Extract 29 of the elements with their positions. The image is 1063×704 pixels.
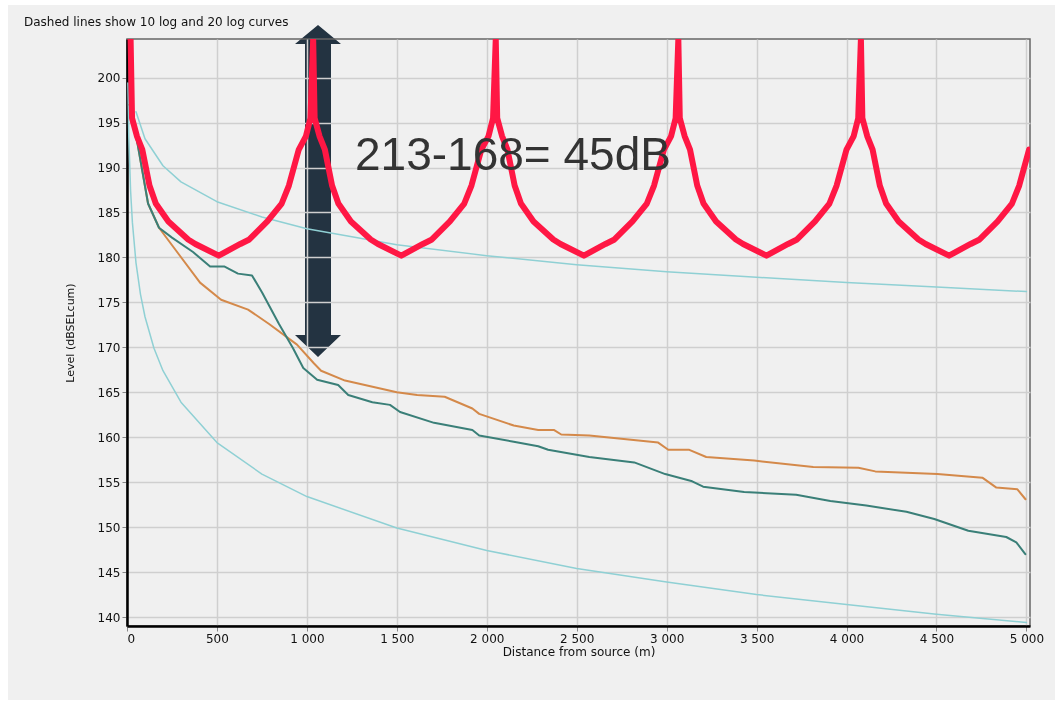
line-series (127, 82, 1028, 624)
x-tick-label: 1 500 (380, 631, 415, 646)
line-series (135, 111, 1028, 293)
y-tick-label: 155 (97, 475, 121, 490)
x-tick-label: 4 500 (919, 631, 955, 646)
y-tick-label: 170 (97, 340, 121, 355)
y-tick-label: 190 (97, 161, 121, 176)
y-tick-label: 140 (97, 610, 121, 625)
y-tick-label: 195 (97, 116, 121, 131)
y-tick-label: 180 (97, 250, 121, 265)
y-tick-label: 175 (97, 295, 121, 310)
y-tick-label: 185 (97, 205, 121, 220)
x-tick-label: 500 (205, 631, 229, 646)
x-tick-label: 0 (127, 631, 136, 646)
y-tick-label: 160 (97, 430, 121, 445)
chart-title: Dashed lines show 10 log and 20 log curves (24, 15, 289, 29)
x-tick-label: 5 000 (1009, 631, 1045, 646)
x-tick-label: 2 000 (470, 631, 505, 646)
y-tick-label: 150 (97, 520, 121, 535)
y-tick-label: 145 (97, 565, 121, 580)
x-tick-label: 4 000 (829, 631, 865, 646)
y-tick-label: 165 (97, 385, 121, 400)
y-axis-title: Level (dBSELcum) (63, 283, 77, 383)
x-tick-label: 3 500 (739, 631, 775, 646)
x-tick-label: 3 000 (649, 631, 685, 646)
y-tick-label: 200 (97, 71, 121, 86)
x-axis-title: Distance from source (m) (502, 644, 656, 659)
x-tick-label: 1 000 (290, 631, 325, 646)
x-tick-label: 2 500 (560, 631, 595, 646)
